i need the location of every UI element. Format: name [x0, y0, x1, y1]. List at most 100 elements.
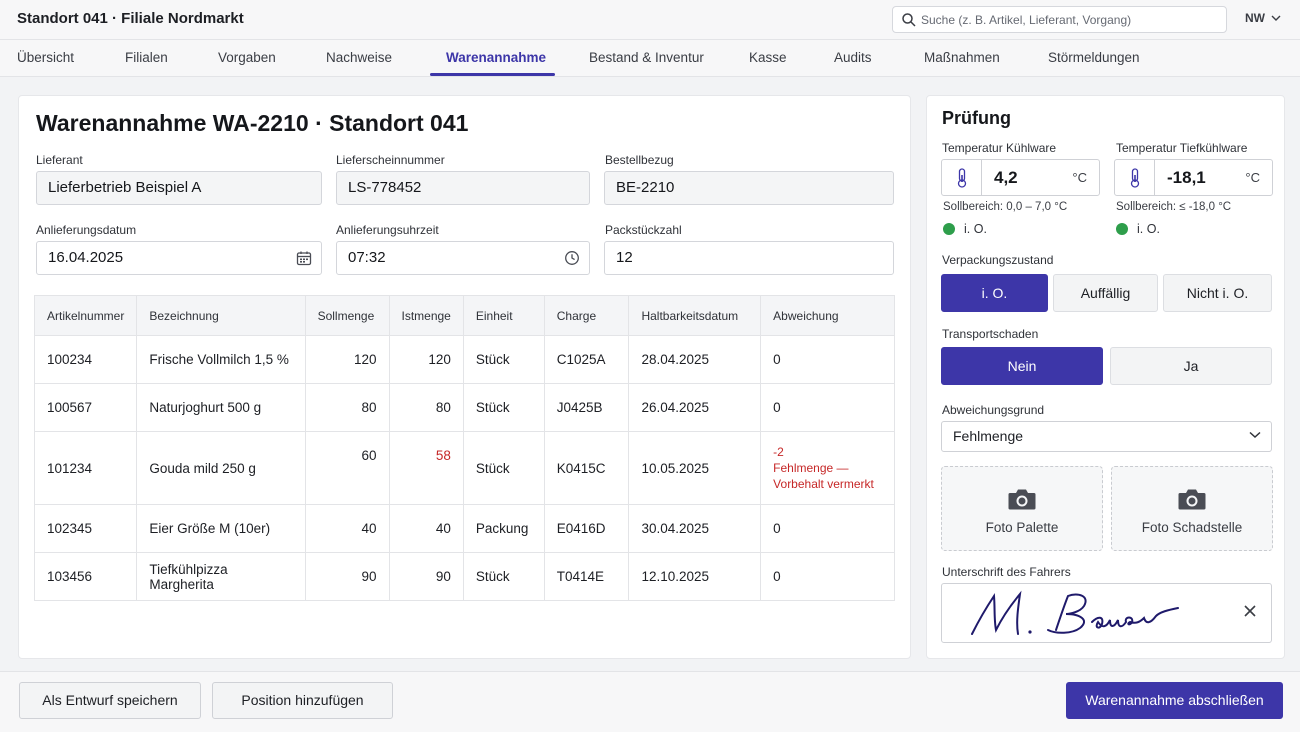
date-value: 16.04.2025 — [48, 249, 124, 266]
date-field[interactable]: 16.04.2025 — [36, 241, 322, 275]
tab-audits[interactable]: Audits — [834, 50, 872, 65]
search-box[interactable] — [892, 6, 1227, 33]
delivery-note-field[interactable]: LS-778452 — [336, 171, 590, 205]
cell-bezeichnung: Naturjoghurt 500 g — [136, 383, 306, 432]
cell-einheit: Stück — [463, 431, 545, 505]
main-nav: Übersicht Filialen Vorgaben Nachweise Wa… — [0, 40, 1300, 77]
thermometer-icon — [942, 160, 982, 195]
cell-artikelnummer: 100567 — [34, 383, 138, 432]
tab-vorgaben[interactable]: Vorgaben — [218, 50, 276, 65]
items-table: Artikelnummer Bezeichnung Sollmenge Istm… — [34, 295, 895, 601]
photo-damage-label: Foto Schadstelle — [1141, 520, 1243, 535]
page-title: Warenannahme WA-2210 · Standort 041 — [36, 110, 469, 136]
signature-label: Unterschrift des Fahrers — [942, 565, 1071, 579]
transport-damage-label: Transportschaden — [942, 327, 1039, 341]
temp-cool-value: 4,2 — [994, 168, 1018, 187]
time-label: Anlieferungsuhrzeit — [336, 223, 439, 237]
packaging-not-ok-button[interactable]: Nicht i. O. — [1163, 274, 1272, 312]
date-label: Anlieferungsdatum — [36, 223, 137, 237]
cell-artikelnummer: 103456 — [34, 552, 138, 601]
camera-icon — [1008, 489, 1036, 510]
search-icon — [902, 13, 916, 27]
col-header-istmenge: Istmenge — [389, 295, 464, 336]
tab-kasse[interactable]: Kasse — [749, 50, 787, 65]
save-draft-button[interactable]: Als Entwurf speichern — [19, 682, 201, 719]
deviation-value: -2 — [773, 445, 784, 459]
transport-damage-no-button[interactable]: Nein — [941, 347, 1103, 385]
deviation-note: Fehlmenge — — [773, 461, 849, 475]
user-menu[interactable]: NW — [1245, 11, 1281, 25]
photo-pallet-button[interactable]: Foto Palette — [941, 466, 1103, 551]
temp-cool-unit: °C — [1072, 170, 1087, 185]
inspection-panel: Prüfung Temperatur Kühlware 4,2 °C Sollb… — [926, 95, 1285, 659]
add-position-button[interactable]: Position hinzufügen — [212, 682, 393, 719]
supplier-field[interactable]: Lieferbetrieb Beispiel A — [36, 171, 322, 205]
photo-pallet-label: Foto Palette — [985, 520, 1059, 535]
signature-pad[interactable] — [941, 583, 1272, 643]
temp-cool-range: Sollbereich: 0,0 – 7,0 °C — [943, 201, 1068, 213]
table-row[interactable]: 102345 Eier Größe M (10er) 40 40 Packung… — [34, 504, 895, 553]
col-header-abweichung: Abweichung — [760, 295, 895, 336]
transport-damage-yes-button[interactable]: Ja — [1110, 347, 1272, 385]
table-row[interactable]: 101234 Gouda mild 250 g 60 58 Stück K041… — [34, 431, 895, 505]
complete-receipt-button[interactable]: Warenannahme abschließen — [1066, 682, 1283, 719]
packaging-conspicuous-button[interactable]: Auffällig — [1053, 274, 1158, 312]
cell-bezeichnung: Tiefkühlpizza Margherita — [136, 552, 306, 601]
cell-bezeichnung: Eier Größe M (10er) — [136, 504, 306, 553]
chevron-down-icon — [1249, 431, 1261, 439]
col-header-einheit: Einheit — [463, 295, 545, 336]
table-row[interactable]: 103456 Tiefkühlpizza Margherita 90 90 St… — [34, 552, 895, 601]
cell-istmenge[interactable]: 120 — [389, 335, 464, 384]
tab-warenannahme[interactable]: Warenannahme — [446, 50, 547, 65]
cell-istmenge[interactable]: 58 — [389, 431, 464, 505]
tab-filialen[interactable]: Filialen — [125, 50, 168, 65]
cell-haltbarkeitsdatum: 28.04.2025 — [628, 335, 762, 384]
temp-frozen-label: Temperatur Tiefkühlware — [1116, 141, 1248, 155]
temp-cool-field[interactable]: 4,2 °C — [941, 159, 1100, 196]
delivery-note-label: Lieferscheinnummer — [336, 153, 445, 167]
status-ok-dot — [943, 223, 955, 235]
goods-receipt-card: Warenannahme WA-2210 · Standort 041 Lief… — [18, 95, 911, 659]
time-value: 07:32 — [348, 249, 386, 266]
cell-abweichung: -2 Fehlmenge — Vorbehalt vermerkt — [760, 431, 895, 505]
cell-charge: E0416D — [544, 504, 630, 553]
cell-einheit: Stück — [463, 383, 545, 432]
col-header-artikelnummer: Artikelnummer — [34, 295, 138, 336]
supplier-value: Lieferbetrieb Beispiel A — [48, 179, 202, 196]
tab-bestand-inventur[interactable]: Bestand & Inventur — [589, 50, 704, 65]
cell-abweichung: 0 — [760, 335, 895, 384]
tab-massnahmen[interactable]: Maßnahmen — [924, 50, 1000, 65]
packages-field[interactable]: 12 — [604, 241, 894, 275]
packaging-ok-button[interactable]: i. O. — [941, 274, 1048, 312]
cell-istmenge[interactable]: 40 — [389, 504, 464, 553]
tab-uebersicht[interactable]: Übersicht — [17, 50, 75, 65]
col-header-haltbarkeitsdatum: Haltbarkeitsdatum — [628, 295, 762, 336]
table-header-row: Artikelnummer Bezeichnung Sollmenge Istm… — [34, 295, 895, 336]
status-ok-dot — [1116, 223, 1128, 235]
cell-einheit: Stück — [463, 335, 545, 384]
temp-frozen-range: Sollbereich: ≤ -18,0 °C — [1116, 201, 1232, 213]
search-input[interactable] — [921, 7, 1221, 32]
tab-stoermeldungen[interactable]: Störmeldungen — [1048, 50, 1140, 65]
cell-haltbarkeitsdatum: 26.04.2025 — [628, 383, 762, 432]
calendar-icon[interactable] — [296, 250, 312, 266]
col-header-charge: Charge — [544, 295, 630, 336]
clock-icon[interactable] — [564, 250, 580, 266]
cell-abweichung: 0 — [760, 552, 895, 601]
table-row[interactable]: 100567 Naturjoghurt 500 g 80 80 Stück J0… — [34, 383, 895, 432]
clear-signature-icon[interactable] — [1243, 604, 1257, 618]
cell-istmenge[interactable]: 80 — [389, 383, 464, 432]
reason-select[interactable]: Fehlmenge — [941, 421, 1272, 452]
supplier-label: Lieferant — [36, 153, 83, 167]
time-field[interactable]: 07:32 — [336, 241, 590, 275]
driver-signature — [971, 590, 1179, 635]
temp-cool-label: Temperatur Kühlware — [942, 141, 1057, 155]
table-row[interactable]: 100234 Frische Vollmilch 1,5 % 120 120 S… — [34, 335, 895, 384]
active-tab-indicator — [430, 73, 555, 76]
tab-nachweise[interactable]: Nachweise — [326, 50, 393, 65]
temp-cool-status: i. O. — [964, 222, 987, 236]
cell-istmenge[interactable]: 90 — [389, 552, 464, 601]
photo-damage-button[interactable]: Foto Schadstelle — [1111, 466, 1273, 551]
temp-frozen-field[interactable]: -18,1 °C — [1114, 159, 1273, 196]
order-ref-field[interactable]: BE-2210 — [604, 171, 894, 205]
